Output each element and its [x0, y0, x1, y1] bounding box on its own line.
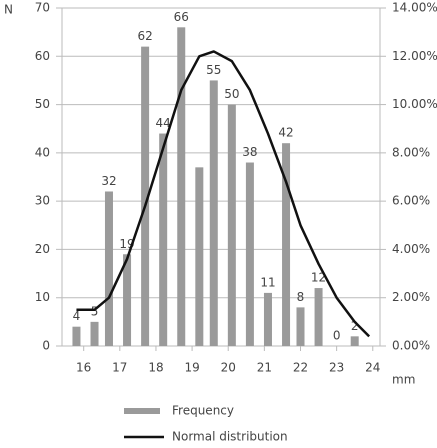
- x-tick-label: 24: [365, 361, 380, 375]
- bar: [245, 162, 254, 346]
- y-tick-label: 50: [35, 97, 50, 111]
- x-tick-label: 20: [221, 361, 236, 375]
- bar: [72, 326, 81, 346]
- x-tick-label: 22: [293, 361, 308, 375]
- bar: [263, 292, 272, 346]
- y-tick-label: 30: [35, 194, 50, 208]
- data-label: 5: [91, 304, 99, 318]
- data-label: 38: [242, 145, 257, 159]
- data-label: 42: [278, 126, 293, 140]
- bar: [104, 191, 113, 346]
- data-label: 66: [174, 10, 189, 24]
- bar: [195, 167, 204, 346]
- data-label: 4: [73, 309, 81, 323]
- y2-tick-label: 4.00%: [392, 242, 430, 256]
- x-tick-label: 23: [329, 361, 344, 375]
- x-tick-label: 19: [184, 361, 199, 375]
- line: [76, 50, 371, 338]
- y-tick-label: 40: [35, 145, 50, 159]
- y-tick-label: 0: [42, 339, 50, 353]
- bar: [296, 307, 305, 346]
- y-axis-label: N: [4, 3, 13, 17]
- legend-label: Frequency: [172, 404, 234, 418]
- y2-tick-label: 6.00%: [392, 194, 430, 208]
- y2-tick-label: 10.00%: [392, 97, 437, 111]
- data-label: 2: [351, 319, 359, 333]
- y-tick-label: 10: [35, 290, 50, 304]
- bar: [350, 336, 359, 346]
- data-label: 8: [297, 290, 305, 304]
- legend-swatch: [124, 408, 160, 414]
- bar: [227, 104, 236, 346]
- bar: [314, 288, 323, 346]
- bar: [141, 46, 150, 346]
- bar: [123, 254, 132, 346]
- x-tick-label: 17: [112, 361, 127, 375]
- data-label: 11: [260, 275, 275, 289]
- legend-label: Normal distribution: [172, 430, 288, 444]
- data-label: 32: [101, 174, 116, 188]
- y-tick-label: 70: [35, 1, 50, 15]
- data-label: 12: [311, 271, 326, 285]
- y2-tick-label: 8.00%: [392, 145, 430, 159]
- data-label: 50: [224, 87, 239, 101]
- data-label: 55: [206, 63, 221, 77]
- bar: [177, 27, 186, 347]
- y2-tick-label: 14.00%: [392, 1, 437, 15]
- data-label: 0: [333, 329, 341, 343]
- data-label: 62: [137, 29, 152, 43]
- y2-tick-label: 12.00%: [392, 49, 437, 63]
- y-tick-label: 60: [35, 49, 50, 63]
- bar: [159, 133, 168, 346]
- y2-tick-label: 0.00%: [392, 339, 430, 353]
- bar: [90, 321, 99, 346]
- x-tick-label: 21: [257, 361, 272, 375]
- data-label: 44: [156, 116, 171, 130]
- x-axis-label: mm: [392, 373, 415, 387]
- x-tick-label: 16: [76, 361, 91, 375]
- bar: [282, 143, 291, 346]
- x-tick-label: 18: [148, 361, 163, 375]
- y2-tick-label: 2.00%: [392, 290, 430, 304]
- y-tick-label: 20: [35, 242, 50, 256]
- bar: [209, 80, 218, 346]
